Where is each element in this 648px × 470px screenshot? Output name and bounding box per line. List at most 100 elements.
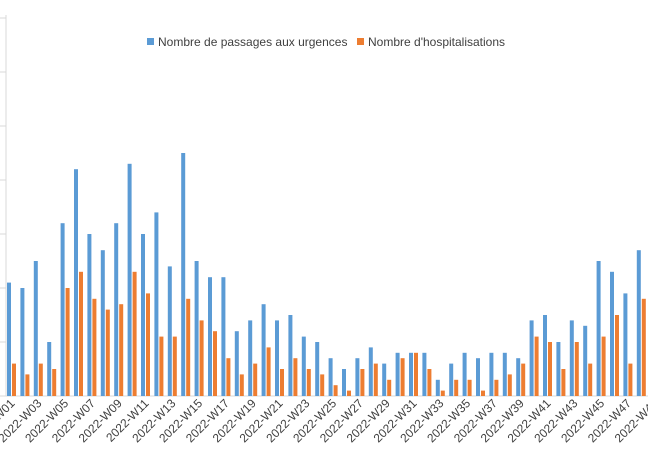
legend: Nombre de passages aux urgences Nombre d'…	[147, 35, 505, 49]
bar-urgences	[87, 234, 92, 396]
bar-hospitalisations	[52, 369, 57, 396]
bar-hospitalisations	[65, 288, 70, 396]
bar-hospitalisations	[574, 342, 579, 396]
bar-urgences	[449, 363, 454, 396]
bar-urgences	[20, 288, 25, 396]
bar-urgences	[529, 320, 534, 396]
bar-hospitalisations	[360, 369, 365, 396]
bar-urgences	[100, 250, 105, 396]
bar-hospitalisations	[588, 363, 593, 396]
bar-urgences	[288, 315, 293, 396]
bar-urgences	[569, 320, 574, 396]
bar-urgences	[516, 358, 521, 396]
bar-hospitalisations	[320, 374, 325, 396]
bar-urgences	[409, 352, 413, 396]
bar-hospitalisations	[347, 390, 351, 396]
bar-hospitalisations	[38, 363, 43, 396]
bar-urgences	[636, 250, 641, 396]
bar-hospitalisations	[132, 271, 137, 396]
bar-hospitalisations	[172, 336, 177, 396]
bar-urgences	[181, 153, 186, 396]
bar-urgences	[543, 315, 547, 396]
bar-urgences	[60, 223, 65, 396]
legend-item-hospitalisations: Nombre d'hospitalisations	[357, 35, 505, 49]
bar-urgences	[74, 169, 78, 396]
bar-hospitalisations	[615, 315, 619, 396]
bar-hospitalisations	[119, 304, 124, 396]
bar-hospitalisations	[414, 352, 418, 396]
bar-hospitalisations	[226, 358, 231, 396]
legend-swatch	[147, 38, 154, 45]
bar-hospitalisations	[266, 347, 271, 396]
bar-hospitalisations	[186, 298, 191, 396]
bar-hospitalisations	[159, 336, 164, 396]
bar-hospitalisations	[400, 358, 405, 396]
bar-urgences	[275, 320, 279, 396]
bar-hospitalisations	[548, 342, 552, 396]
legend-swatch	[357, 38, 364, 45]
bar-hospitalisations	[213, 331, 217, 396]
bar-hospitalisations	[467, 379, 472, 396]
bar-urgences	[328, 358, 333, 396]
bar-urgences	[154, 212, 159, 396]
bar-urgences	[234, 331, 239, 396]
bar-urgences	[194, 261, 199, 396]
bar-hospitalisations	[494, 379, 499, 396]
bar-urgences	[221, 277, 226, 396]
bar-hospitalisations	[534, 336, 539, 396]
bar-urgences	[355, 358, 360, 396]
bar-hospitalisations	[373, 363, 378, 396]
bar-urgences	[435, 379, 440, 396]
bar-urgences	[33, 261, 38, 396]
bar-urgences	[7, 282, 11, 396]
bar-hospitalisations	[521, 363, 526, 396]
bar-urgences	[382, 363, 387, 396]
bar-hospitalisations	[561, 369, 566, 396]
legend-label: Nombre d'hospitalisations	[368, 35, 505, 49]
bar-hospitalisations	[253, 363, 258, 396]
bar-hospitalisations	[25, 374, 30, 396]
bar-urgences	[462, 352, 467, 396]
bar-hospitalisations	[199, 320, 204, 396]
bar-urgences	[610, 271, 614, 396]
bar-hospitalisations	[387, 379, 392, 396]
bar-hospitalisations	[105, 309, 110, 396]
bar-hospitalisations	[641, 298, 646, 396]
bar-hospitalisations	[293, 358, 298, 396]
bar-hospitalisations	[92, 298, 97, 396]
bar-urgences	[167, 266, 172, 396]
bar-urgences	[476, 358, 480, 396]
bar-urgences	[261, 304, 266, 396]
bar-urgences	[583, 325, 588, 396]
bar-hospitalisations	[440, 390, 445, 396]
bar-hospitalisations	[481, 390, 485, 396]
bar-urgences	[47, 342, 52, 396]
bar-urgences	[114, 223, 119, 396]
bar-urgences	[315, 342, 320, 396]
bar-urgences	[208, 277, 212, 396]
bar-urgences	[368, 347, 373, 396]
bar-hospitalisations	[628, 363, 633, 396]
bar-hospitalisations	[427, 369, 432, 396]
bar-hospitalisations	[79, 271, 83, 396]
bar-urgences	[556, 342, 561, 396]
bar-urgences	[422, 352, 427, 396]
bar-urgences	[141, 234, 145, 396]
bar-hospitalisations	[601, 336, 606, 396]
bar-urgences	[502, 352, 507, 396]
bar-urgences	[248, 320, 253, 396]
bar-hospitalisations	[146, 293, 150, 396]
legend-label: Nombre de passages aux urgences	[158, 35, 347, 49]
bar-hospitalisations	[239, 374, 244, 396]
bar-hospitalisations	[280, 369, 284, 396]
bar-hospitalisations	[454, 379, 459, 396]
bar-hospitalisations	[306, 369, 311, 396]
bar-urgences	[342, 369, 346, 396]
bar-hospitalisations	[333, 385, 338, 396]
bar-urgences	[623, 293, 628, 396]
bar-urgences	[395, 352, 400, 396]
bar-urgences	[127, 163, 132, 396]
legend-item-urgences: Nombre de passages aux urgences	[147, 35, 347, 49]
